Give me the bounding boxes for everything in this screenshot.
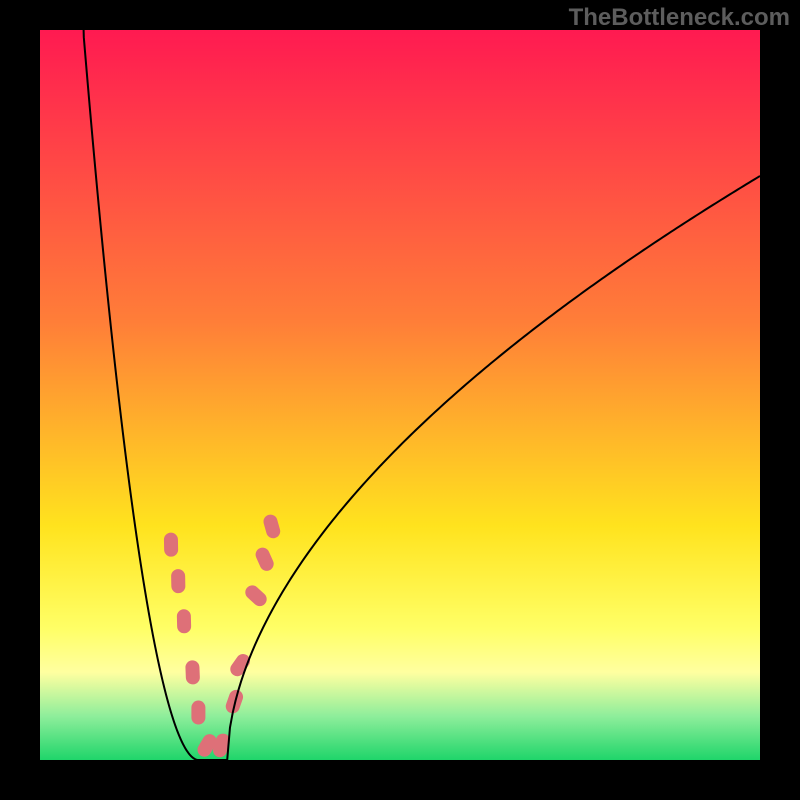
watermark-text: TheBottleneck.com <box>569 4 790 32</box>
curve-marker <box>191 701 205 725</box>
bottleneck-curve-chart <box>0 0 800 800</box>
curve-marker <box>171 569 185 593</box>
curve-marker <box>177 609 192 633</box>
plot-background <box>40 30 760 760</box>
plot-area <box>40 15 760 760</box>
curve-marker <box>164 533 178 557</box>
chart-container: TheBottleneck.com <box>0 0 800 800</box>
curve-marker <box>185 660 200 685</box>
